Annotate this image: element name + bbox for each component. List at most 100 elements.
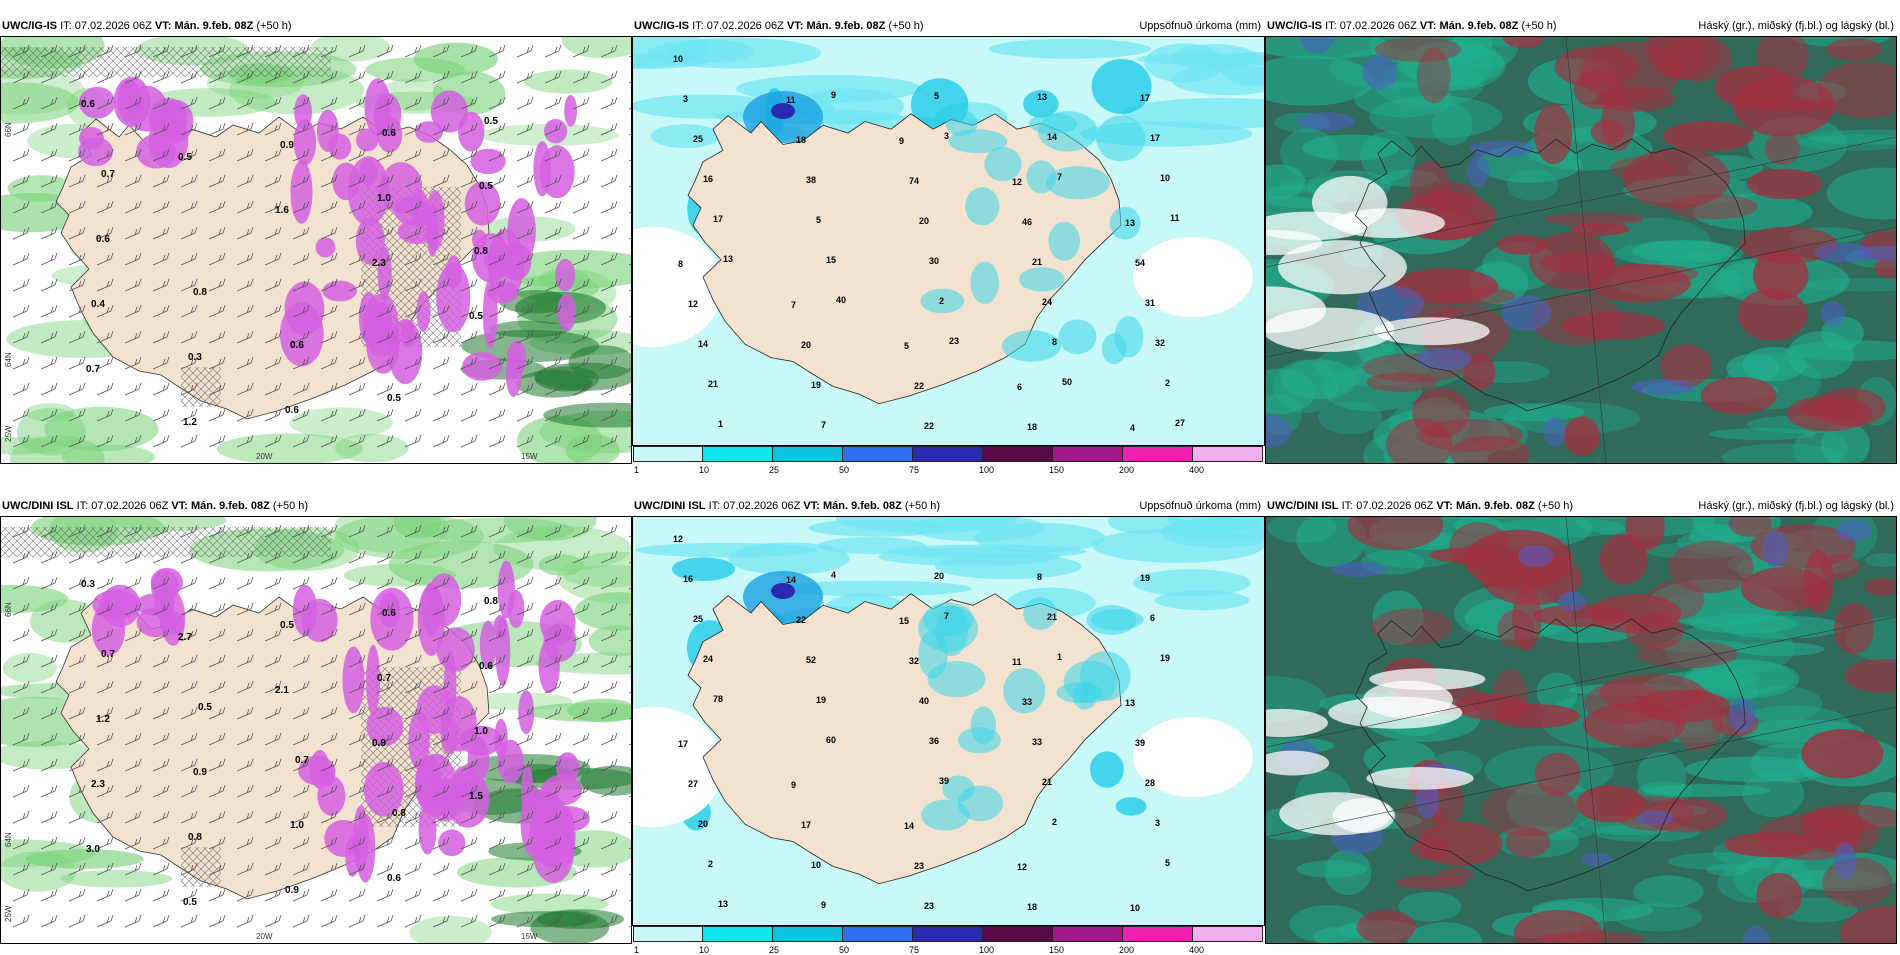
high-cloud — [1733, 75, 1836, 137]
wind-barb — [292, 122, 310, 136]
precip-area — [1096, 115, 1146, 162]
wind-barb — [404, 408, 422, 422]
wind-barb — [376, 330, 394, 344]
precip-value: 8 — [678, 259, 683, 269]
wind-barb — [208, 784, 226, 798]
wind-barb — [404, 888, 422, 902]
wind-barb — [516, 70, 534, 84]
high-cloud — [1633, 689, 1731, 723]
precip-value: 8 — [1052, 337, 1057, 347]
wind-barb — [348, 914, 366, 928]
wind-barb — [376, 524, 394, 538]
high-cloud — [1535, 752, 1581, 796]
precip-map[interactable]: 12 14 15 11 13 17 9 14 12 10 16 22 32 33 39 27 17 23 18 19 2… — [632, 516, 1265, 926]
precip-value: 1 — [718, 419, 723, 429]
precip-peak — [771, 103, 795, 119]
wind-barb — [572, 226, 590, 240]
high-cloud — [1667, 194, 1758, 220]
wind-barb — [544, 602, 562, 616]
precip-value: 38 — [806, 175, 816, 185]
wind-barb — [544, 434, 562, 448]
wind-barb — [488, 888, 506, 902]
wind-barb — [404, 810, 422, 824]
wind-barb — [68, 44, 86, 58]
wind-barb — [600, 44, 618, 58]
wind-barb — [124, 44, 142, 58]
vt-label: VT: — [1436, 500, 1453, 512]
wind-barb — [12, 550, 30, 564]
wind-barb — [432, 356, 450, 370]
wind-barb — [180, 44, 198, 58]
wind-barb — [124, 576, 142, 590]
snow-value: 2.3 — [372, 258, 386, 269]
wind-barb — [488, 914, 506, 928]
it-label: IT: — [1325, 20, 1337, 32]
wind-barb — [404, 70, 422, 84]
wind-barb — [208, 888, 226, 902]
wind-barb — [236, 706, 254, 720]
panel-top-right: UWC/IG-IS IT: 07.02.2026 06Z VT: Mán. 9.… — [1265, 14, 1898, 464]
colorbar-tick: 50 — [839, 465, 850, 475]
wind-barb — [404, 680, 422, 694]
snow-cell — [533, 141, 552, 197]
cloud-map[interactable] — [1265, 516, 1897, 944]
mid-cloud — [1709, 427, 1816, 441]
wind-barb — [600, 408, 618, 422]
low-cloud — [1762, 530, 1789, 568]
precip-value: 20 — [801, 340, 811, 350]
wind-barb — [572, 706, 590, 720]
snow-wind-map[interactable]: 0.6 0.5 1.6 2.3 0.5 0.7 1.2 0.9 1.0 0.8 0.4 0.3 0.6 0… — [0, 36, 632, 464]
wind-barb — [432, 252, 450, 266]
snow-cell — [426, 778, 464, 822]
wind-barb — [516, 654, 534, 668]
snow-wind-map[interactable]: 0.3 2.7 2.1 0.9 1.5 3.0 0.5 0.5 0.7 1.0 2.3 0.8 0.9 0… — [0, 516, 632, 944]
precip-value: 5 — [1165, 858, 1170, 868]
high-cloud — [1436, 287, 1516, 305]
wind-barb — [40, 732, 58, 746]
mid-cloud — [1536, 672, 1578, 713]
wind-barb — [208, 706, 226, 720]
colorbar-cell — [1053, 446, 1123, 462]
wind-barb — [68, 888, 86, 902]
wind-barb — [180, 680, 198, 694]
precip-value: 11 — [1012, 657, 1022, 667]
snow-cell — [436, 627, 475, 672]
low-cloud — [1416, 347, 1472, 371]
wind-barb — [572, 602, 590, 616]
precip-value: 78 — [713, 694, 723, 704]
wind-barb — [460, 680, 478, 694]
wind-barb — [208, 304, 226, 318]
wind-barb — [516, 44, 534, 58]
wind-barb — [40, 382, 58, 396]
wind-barb — [236, 784, 254, 798]
wind-barb — [376, 836, 394, 850]
wind-barb — [152, 408, 170, 422]
precip-area — [984, 146, 1022, 182]
precip-value: 39 — [1135, 738, 1145, 748]
wind-barb — [432, 524, 450, 538]
wind-area — [1, 82, 79, 124]
cloud-map[interactable] — [1265, 36, 1897, 464]
wind-barb — [40, 356, 58, 370]
wind-barb — [40, 810, 58, 824]
wind-barb — [544, 174, 562, 188]
high-cloud — [1610, 156, 1676, 181]
snow-value: 0.7 — [101, 169, 115, 180]
wind-barb — [320, 784, 338, 798]
wind-barb — [68, 732, 86, 746]
precip-value: 10 — [811, 860, 821, 870]
colorbar-cell — [633, 446, 703, 462]
precip-map[interactable]: 10 11 9 12 13 8 7 5 6 4 3 18 74 46 54 12 20 22 18 17 25 38 20 2… — [632, 36, 1265, 446]
wind-barb — [12, 576, 30, 590]
high-cloud — [1584, 681, 1666, 725]
wind-barb — [516, 758, 534, 772]
precip-area — [1001, 330, 1061, 362]
wind-barb — [516, 408, 534, 422]
snow-value: 1.0 — [290, 820, 304, 831]
precip-value: 17 — [1140, 93, 1150, 103]
wind-barb — [460, 732, 478, 746]
snow-cell — [417, 584, 445, 656]
wind-barb — [460, 356, 478, 370]
wind-barb — [404, 836, 422, 850]
wind-barb — [292, 434, 310, 448]
